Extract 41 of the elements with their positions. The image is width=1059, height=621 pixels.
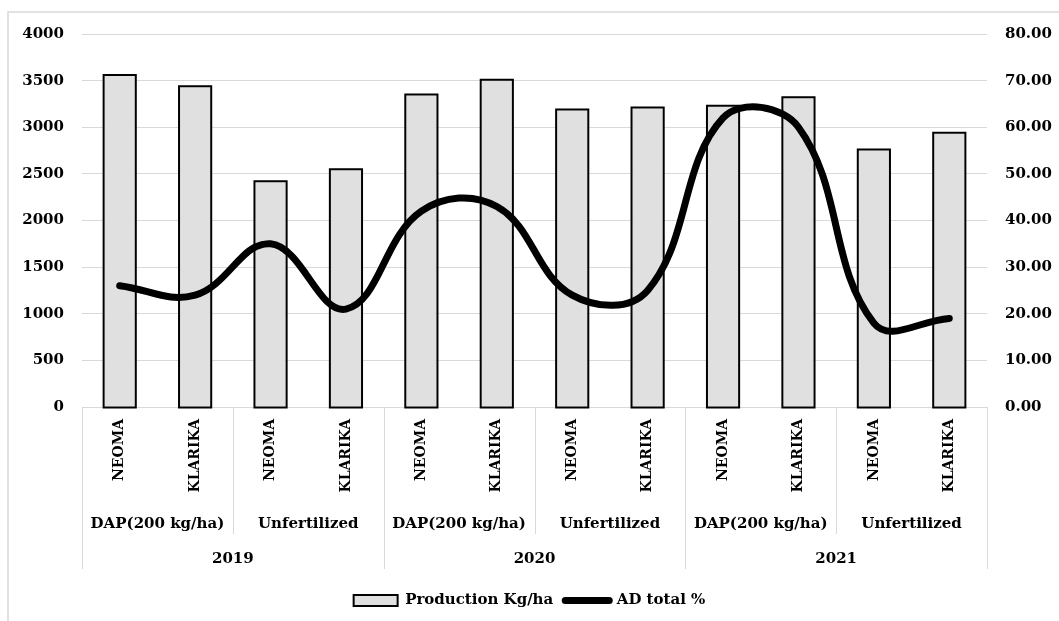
- x-tick-label: NEOMA: [110, 417, 127, 482]
- legend-label: AD total %: [615, 590, 706, 609]
- x-tick-label: KLARIKA: [939, 417, 956, 493]
- y2-tick-label: 20.00: [1005, 303, 1052, 322]
- y-tick-label: 1500: [22, 257, 64, 276]
- y-tick-label: 500: [32, 350, 64, 369]
- text: Unfertilized: [861, 513, 963, 532]
- legend-label: Production Kg/ha: [405, 590, 554, 609]
- y2-tick-label: 0.00: [1005, 396, 1042, 415]
- y-tick-label: 3500: [22, 70, 64, 89]
- text: 2021: [815, 548, 858, 567]
- x-tick-label: KLARIKA: [487, 417, 504, 493]
- y-tick-label: 0: [53, 396, 64, 415]
- x-tick-label: NEOMA: [864, 417, 881, 482]
- x-tick-label: NEOMA: [412, 417, 429, 482]
- text: 2019: [211, 548, 254, 567]
- y2-tick-label: 70.00: [1005, 70, 1052, 89]
- y-tick-label: 4000: [22, 23, 64, 42]
- x-tick-label: NEOMA: [261, 417, 278, 482]
- x-tick-label: NEOMA: [562, 417, 579, 482]
- x-tick-label: KLARIKA: [789, 417, 806, 493]
- y2-tick-label: 40.00: [1005, 210, 1052, 229]
- y-tick-label: 1000: [22, 303, 64, 322]
- text: DAP(200 kg/ha): [693, 513, 828, 532]
- y2-tick-label: 50.00: [1005, 163, 1052, 182]
- y-tick-label: 2500: [22, 163, 64, 182]
- x-tick-label: NEOMA: [713, 417, 730, 482]
- text: 2020: [513, 548, 556, 567]
- y2-tick-label: 10.00: [1005, 350, 1052, 369]
- text: DAP(200 kg/ha): [392, 513, 526, 532]
- text: Unfertilized: [559, 513, 661, 532]
- y-tick-label: 2000: [22, 210, 64, 229]
- x-tick-label: KLARIKA: [336, 417, 353, 493]
- x-tick-label: KLARIKA: [638, 417, 655, 493]
- text: Unfertilized: [258, 513, 359, 532]
- y-tick-label: 3000: [22, 117, 64, 136]
- x-tick-label: KLARIKA: [185, 417, 202, 493]
- y2-tick-label: 60.00: [1005, 117, 1052, 136]
- text: DAP(200 kg/ha): [90, 513, 225, 532]
- y2-tick-label: 80.00: [1005, 23, 1052, 42]
- y2-tick-label: 30.00: [1005, 257, 1052, 276]
